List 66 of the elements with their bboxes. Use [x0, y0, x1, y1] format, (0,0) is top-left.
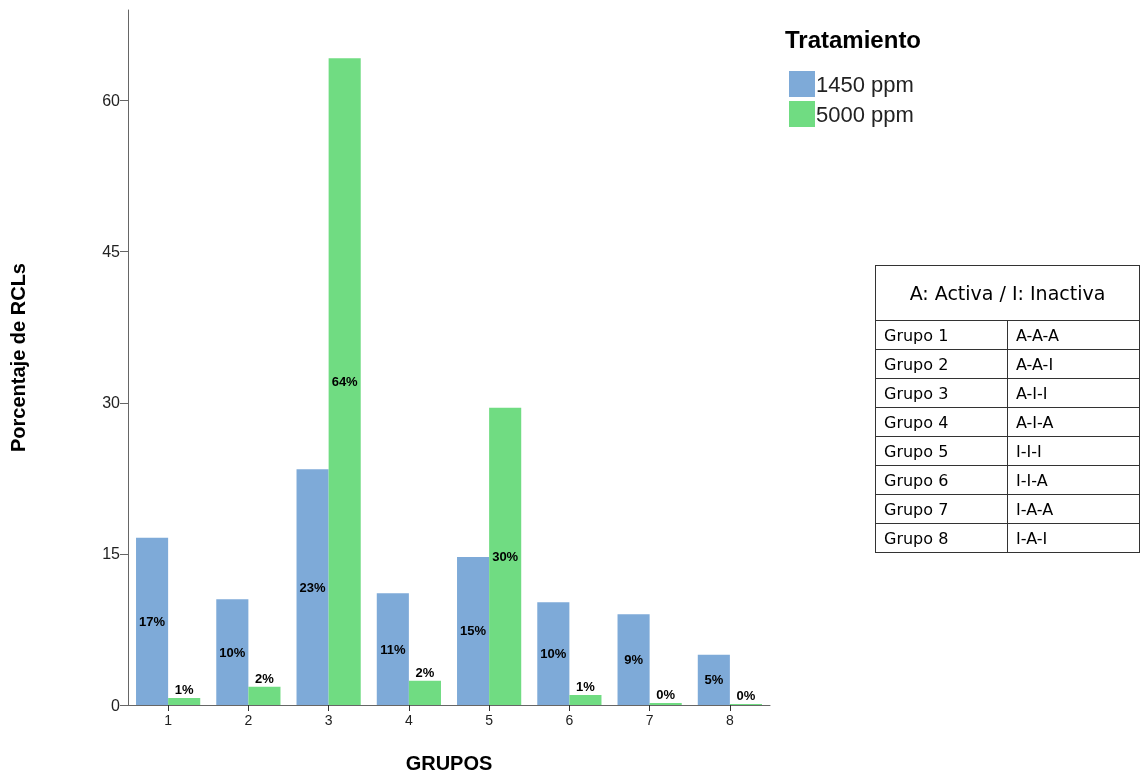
bar	[697, 654, 730, 705]
bar	[216, 599, 249, 705]
bar	[489, 407, 522, 705]
y-axis-title: Porcentaje de RCLs	[7, 263, 29, 452]
text: A-I-I	[1007, 378, 1140, 408]
y-tick-label: 60	[102, 92, 121, 110]
data-label: 23%	[299, 579, 327, 595]
legend-label: 5000 ppm	[816, 101, 914, 127]
data-label: 5%	[704, 672, 724, 688]
y-tick-label: 15	[102, 545, 121, 563]
text: I-A-I	[1007, 523, 1140, 553]
bar	[569, 694, 602, 705]
text: A-A-I	[1007, 349, 1140, 379]
bar	[457, 556, 490, 705]
text: A-I-A	[1007, 407, 1140, 437]
x-tick-label: 6	[565, 712, 574, 728]
data-label: 2%	[255, 670, 275, 686]
text: Grupo 3	[875, 378, 1008, 408]
legend-label: 1450 ppm	[816, 71, 914, 97]
text: I-I-A	[1007, 465, 1140, 495]
bar	[617, 614, 650, 705]
x-tick-label: 8	[725, 712, 734, 728]
data-label: 15%	[460, 623, 487, 639]
y-tick-label: 30	[102, 394, 121, 412]
data-label: 0%	[736, 687, 756, 703]
data-label: 1%	[174, 681, 195, 697]
data-label: 64%	[331, 374, 359, 390]
text: Grupo 5	[875, 436, 1008, 466]
bar	[296, 469, 329, 705]
x-tick-label: 5	[485, 712, 494, 728]
data-label: 30%	[492, 548, 519, 564]
x-tick-label: 2	[244, 712, 253, 728]
text: Grupo 2	[875, 349, 1008, 379]
bar	[376, 593, 409, 705]
text: Grupo 4	[875, 407, 1008, 437]
x-tick-label: 4	[404, 712, 413, 728]
text: Grupo 1	[875, 320, 1008, 350]
bar	[136, 537, 169, 705]
data-label: 9%	[624, 652, 644, 668]
text: Grupo 8	[875, 523, 1008, 553]
data-label: 11%	[380, 641, 406, 657]
text: Grupo 6	[875, 465, 1008, 495]
bar	[649, 702, 682, 705]
data-label: 10%	[219, 644, 246, 660]
text: Grupo 7	[875, 494, 1008, 524]
x-tick-label: 1	[164, 712, 173, 728]
y-tick-label: 45	[102, 243, 121, 261]
bar	[328, 58, 361, 705]
text: I-A-A	[1007, 494, 1140, 524]
data-label: 2%	[415, 664, 435, 680]
x-tick-label: 7	[645, 712, 654, 728]
bar	[537, 602, 570, 705]
y-tick-label: 0	[111, 696, 121, 714]
bar	[248, 686, 281, 705]
data-label: 17%	[139, 613, 166, 629]
bar	[168, 697, 201, 705]
data-label: 0%	[656, 686, 676, 702]
x-axis-title: GRUPOS	[405, 752, 493, 774]
bar	[408, 680, 441, 705]
text: A: Activa / I: Inactiva	[875, 265, 1140, 321]
legend-title: Tratamiento	[785, 25, 922, 53]
text: A-A-A	[1007, 320, 1140, 350]
data-label: 10%	[540, 646, 567, 662]
text: I-I-I	[1007, 436, 1140, 466]
data-label: 1%	[576, 678, 596, 694]
x-tick-label: 3	[324, 712, 333, 728]
